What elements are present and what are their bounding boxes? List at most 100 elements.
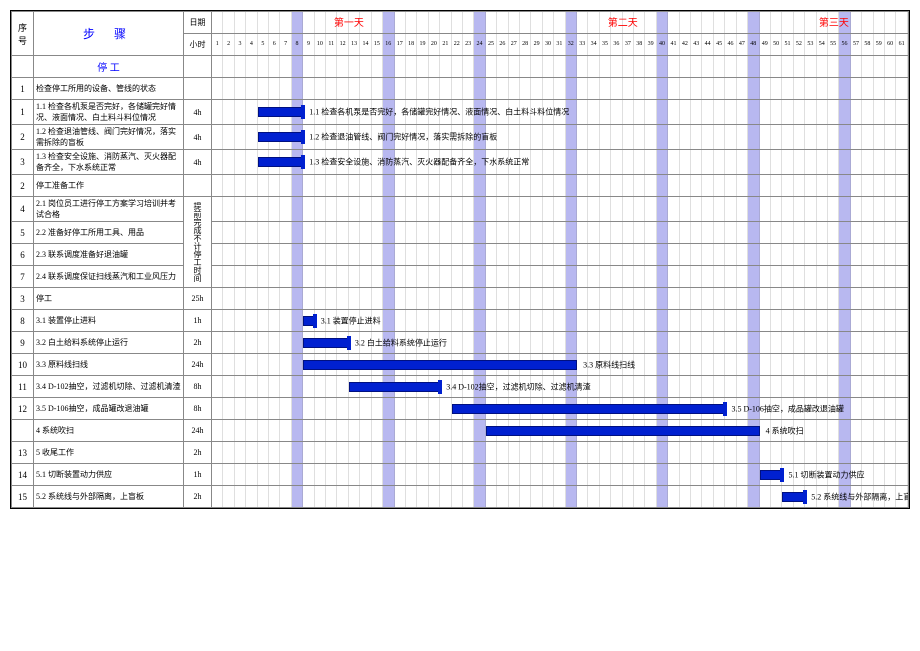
gantt-row: 3停工25h: [12, 288, 909, 310]
row-timeline: [212, 197, 909, 222]
gantt-bar-label: 1.2 检查退油管线、阀门完好情况，落实需拆除的盲板: [309, 132, 497, 143]
gantt-row: 42.1 岗位员工进行停工方案学习培训并考试合格提前完成不计停工时间: [12, 197, 909, 222]
row-label: 1.3 检查安全设施、消防蒸汽、灭火器配备齐全，下水系统正常: [34, 150, 184, 175]
row-timeline: [212, 442, 909, 464]
gantt-bar-end: [723, 402, 727, 416]
gantt-row: 21.2 检查退油管线、阀门完好情况，落实需拆除的盲板4h1.2 检查退油管线、…: [12, 125, 909, 150]
row-seq: 1: [12, 78, 34, 100]
gantt-bar: [258, 157, 304, 167]
row-duration: [184, 78, 212, 100]
gantt-row: 93.2 白土给料系统停止运行2h3.2 白土给料系统停止运行: [12, 332, 909, 354]
day-label: 第二天: [486, 14, 760, 29]
row-duration: 1h: [184, 464, 212, 486]
day-label: 第一天: [212, 14, 486, 29]
row-label: 停工准备工作: [34, 175, 184, 197]
row-timeline: 1.1 检查各机泵是否完好，各储罐完好情况、液面情况、白土料斗料位情况: [212, 100, 909, 125]
gantt-bar: [258, 107, 304, 117]
row-label: 5 收尾工作: [34, 442, 184, 464]
row-seq: 2: [12, 175, 34, 197]
timeline-blank: [212, 56, 909, 78]
row-duration: 24h: [184, 354, 212, 376]
row-timeline: [212, 175, 909, 197]
row-label: 1.1 检查各机泵是否完好，各储罐完好情况、液面情况、白土料斗料位情况: [34, 100, 184, 125]
gantt-row: 31.3 检查安全设施、消防蒸汽、灭火器配备齐全，下水系统正常4h1.3 检查安…: [12, 150, 909, 175]
row-duration: 8h: [184, 376, 212, 398]
gantt-bar-label: 3.1 装置停止进料: [321, 315, 381, 326]
gantt-bar-label: 3.3 原料线扫线: [583, 359, 635, 370]
row-timeline: 3.4 D-102抽空，过滤机切除、过滤机清渣: [212, 376, 909, 398]
row-timeline: [212, 222, 909, 244]
gantt-row: 145.1 切断装置动力供应1h5.1 切断装置动力供应: [12, 464, 909, 486]
row-duration: 4h: [184, 100, 212, 125]
row-label: 检查停工所用的设备、管线的状态: [34, 78, 184, 100]
row-seq: 14: [12, 464, 34, 486]
gantt-bar-end: [301, 105, 305, 119]
row-label: 2.3 联系调度准备好退油罐: [34, 244, 184, 266]
row-seq: 13: [12, 442, 34, 464]
gantt-row: 135 收尾工作2h: [12, 442, 909, 464]
row-label: 5.2 系统线与外部隔离，上盲板: [34, 486, 184, 508]
row-label: 3.1 装置停止进料: [34, 310, 184, 332]
row-timeline: 4 系统吹扫: [212, 420, 909, 442]
row-seq: 6: [12, 244, 34, 266]
row-timeline: 3.1 装置停止进料: [212, 310, 909, 332]
row-seq: 3: [12, 288, 34, 310]
gantt-rows: 1检查停工所用的设备、管线的状态11.1 检查各机泵是否完好，各储罐完好情况、液…: [12, 78, 909, 508]
gantt-bar: [452, 404, 726, 414]
row-label: 5.1 切断装置动力供应: [34, 464, 184, 486]
row-seq: 7: [12, 266, 34, 288]
row-label: 3.2 白土给料系统停止运行: [34, 332, 184, 354]
gantt-bar: [486, 426, 760, 436]
gantt-bar-end: [301, 155, 305, 169]
row-label: 2.1 岗位员工进行停工方案学习培训并考试合格: [34, 197, 184, 222]
header-step: 步 骤: [34, 12, 184, 56]
row-duration: 8h: [184, 398, 212, 420]
gantt-table: 序号 步 骤 日期 第一天第二天第三天 小时 12345678910111213…: [11, 11, 909, 508]
gantt-bar: [303, 338, 349, 348]
row-timeline: [212, 244, 909, 266]
prep-note: 提前完成不计停工时间: [184, 197, 212, 288]
row-label: 3.4 D-102抽空，过滤机切除、过滤机清渣: [34, 376, 184, 398]
row-duration: [184, 175, 212, 197]
gantt-row: 83.1 装置停止进料1h3.1 装置停止进料: [12, 310, 909, 332]
gantt-bar: [782, 492, 805, 502]
row-label: 3.3 原料线扫线: [34, 354, 184, 376]
gantt-row: 2停工准备工作: [12, 175, 909, 197]
gantt-row: 52.2 准备好停工所用工具、用品: [12, 222, 909, 244]
header-date: 日期: [184, 12, 212, 34]
gantt-bar-end: [780, 468, 784, 482]
row-timeline: [212, 288, 909, 310]
row-duration: 4h: [184, 150, 212, 175]
row-seq: 8: [12, 310, 34, 332]
row-timeline: 3.5 D-106抽空，成品罐改退油罐: [212, 398, 909, 420]
hour-headers: 1234567891011121314151617181920212223242…: [212, 34, 909, 56]
row-seq: 12: [12, 398, 34, 420]
row-duration: 25h: [184, 288, 212, 310]
gantt-bar: [760, 470, 783, 480]
gantt-row: 11.1 检查各机泵是否完好，各储罐完好情况、液面情况、白土料斗料位情况4h1.…: [12, 100, 909, 125]
gantt-bar-end: [301, 130, 305, 144]
gantt-bar-label: 3.2 白土给料系统停止运行: [355, 337, 447, 348]
row-seq: 10: [12, 354, 34, 376]
day-headers: 第一天第二天第三天: [212, 12, 909, 34]
gantt-bar-label: 5.2 系统线与外部隔离，上盲板: [811, 491, 908, 502]
gantt-bar-end: [313, 314, 317, 328]
gantt-row: 72.4 联系调度保证扫线蒸汽和工业风压力: [12, 266, 909, 288]
row-seq: 4: [12, 197, 34, 222]
row-seq: 2: [12, 125, 34, 150]
row-duration: 2h: [184, 486, 212, 508]
header-hour: 小时: [184, 34, 212, 56]
row-timeline: [212, 266, 909, 288]
row-timeline: [212, 78, 909, 100]
row-label: 2.2 准备好停工所用工具、用品: [34, 222, 184, 244]
section-title: 停 工: [34, 56, 184, 78]
gantt-chart: 序号 步 骤 日期 第一天第二天第三天 小时 12345678910111213…: [10, 10, 910, 509]
row-label: 停工: [34, 288, 184, 310]
row-label: 4 系统吹扫: [34, 420, 184, 442]
row-label: 3.5 D-106抽空，成品罐改退油罐: [34, 398, 184, 420]
gantt-bar-label: 4 系统吹扫: [766, 425, 804, 436]
row-seq: 11: [12, 376, 34, 398]
row-timeline: 5.1 切断装置动力供应: [212, 464, 909, 486]
row-seq: 5: [12, 222, 34, 244]
row-seq: 15: [12, 486, 34, 508]
